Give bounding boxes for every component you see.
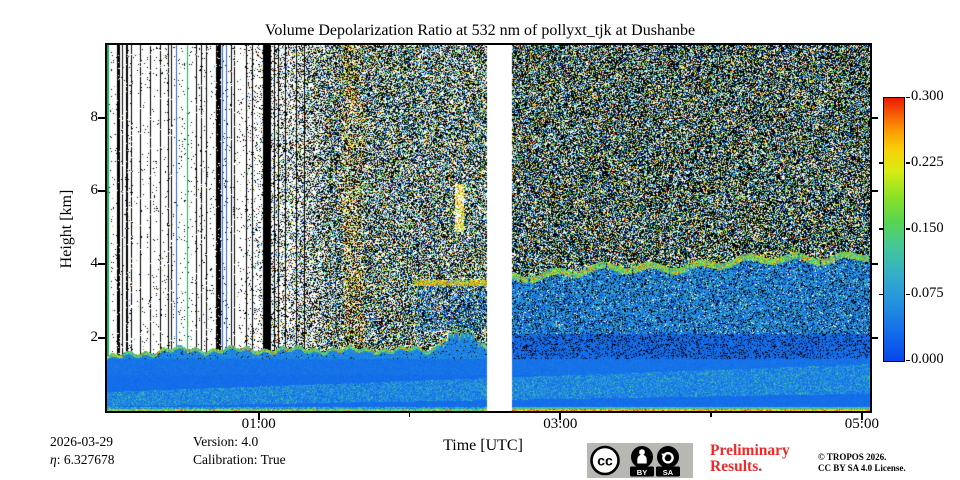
y-tick-label: 2 [90, 328, 99, 345]
preliminary-line1: Preliminary [710, 442, 790, 459]
y-tick-label: 4 [90, 255, 99, 272]
x-major-tick [559, 413, 562, 420]
preliminary-line2: Results. [710, 458, 763, 475]
y-axis-label: Height [km] [58, 189, 75, 269]
colorbar-tick-label: 0.300 [911, 88, 944, 104]
colorbar-tick-label: 0.225 [911, 153, 944, 170]
sa-arrow-head [661, 453, 668, 459]
y-right-tick [872, 263, 878, 266]
x-major-tick [257, 413, 260, 420]
y-right-tick [872, 189, 878, 192]
colorbar-tick-mark [879, 162, 883, 164]
by-label-text: BY [637, 468, 647, 477]
depolarization-heatmap-canvas [107, 45, 870, 411]
eta-symbol: η [50, 452, 57, 467]
colorbar [883, 97, 905, 362]
colorbar-tick-mark [906, 228, 910, 230]
eta-calibration-value: η: 6.327678 [50, 452, 114, 468]
calibration-text: Calibration: True [193, 452, 286, 467]
colorbar-tick-label: 0.150 [911, 219, 944, 236]
cc-logo-icon [590, 445, 620, 476]
copyright-line2: CC BY SA 4.0 License. [818, 463, 906, 473]
x-axis-label: Time [UTC] [443, 437, 523, 454]
colorbar-tick-mark [879, 228, 883, 230]
measurement-date: 2026-03-29 [50, 434, 113, 449]
sa-label-strip [656, 466, 680, 477]
y-right-tick [872, 116, 878, 119]
colorbar-tick-mark [906, 96, 910, 98]
x-tick-label: 01:00 [241, 416, 276, 432]
colorbar-tick-mark [906, 162, 910, 164]
y-tick-label: 6 [90, 181, 99, 198]
page-title: Volume Depolarization Ratio at 532 nm of… [264, 22, 696, 39]
y-major-tick [98, 116, 105, 119]
x-minor-tick [710, 413, 712, 417]
cc-logo-text: cc [597, 453, 613, 469]
y-right-tick [872, 336, 878, 339]
colorbar-tick-mark [879, 293, 883, 296]
colorbar-tick-label: 0.075 [911, 285, 944, 302]
y-major-tick [98, 336, 105, 339]
by-person-head [639, 449, 645, 456]
colorbar-tick-mark [906, 293, 910, 296]
sa-arrow-circle [662, 452, 674, 464]
by-person-body [637, 454, 647, 464]
colorbar-tick-label: 0.000 [911, 351, 944, 367]
x-major-tick [860, 413, 863, 420]
sa-label-text: SA [663, 468, 674, 477]
eta-number: : 6.327678 [56, 452, 115, 467]
x-minor-tick [408, 413, 411, 417]
x-tick-label: 05:00 [844, 416, 879, 432]
colorbar-tick-mark [906, 359, 910, 361]
y-major-tick [98, 263, 105, 266]
copyright-line1: © TROPOS 2026. [818, 452, 887, 462]
preliminary-results-stamp: Preliminary Results. [710, 443, 790, 475]
sa-arrow-icon [657, 446, 679, 468]
version-text: Version: 4.0 [193, 434, 259, 449]
copyright-text: © TROPOS 2026. CC BY SA 4.0 License. [818, 452, 906, 474]
y-tick-label: 8 [90, 108, 99, 125]
cc-by-sa-badge: cc BY SA [587, 443, 693, 478]
y-major-tick [98, 189, 105, 192]
plot-border [105, 43, 872, 413]
x-tick-label: 03:00 [543, 416, 578, 432]
by-label-strip [630, 466, 654, 477]
